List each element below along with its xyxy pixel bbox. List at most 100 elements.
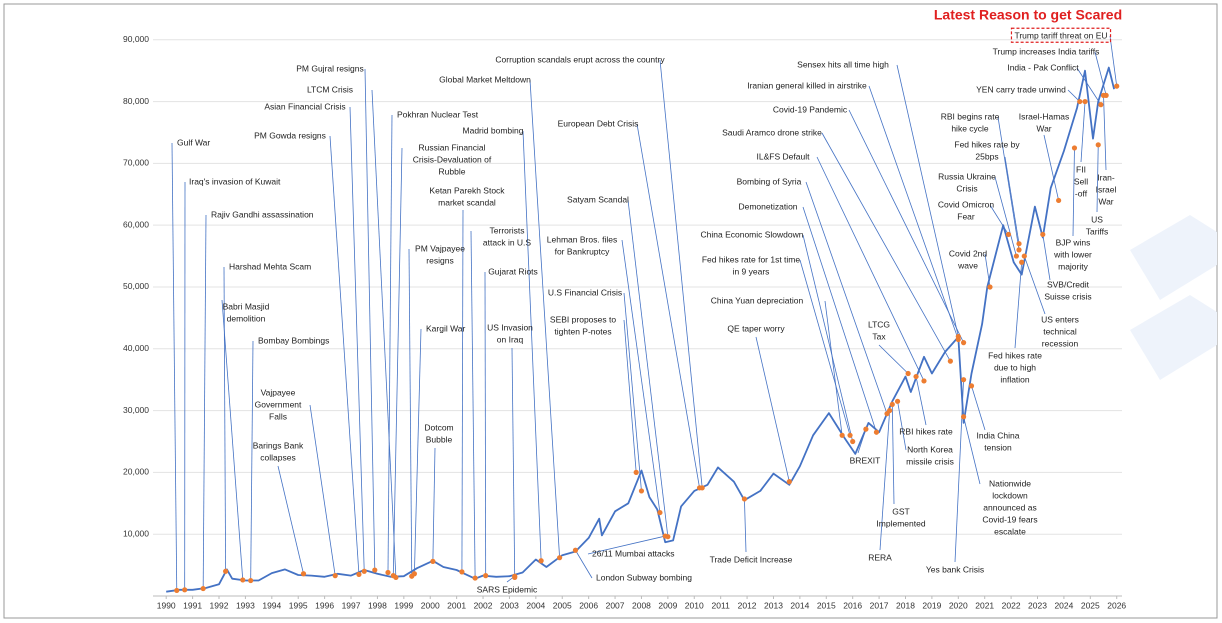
event-marker — [873, 429, 880, 435]
event-label: wave — [957, 260, 978, 270]
leader-line — [799, 259, 851, 436]
event-marker — [1040, 231, 1046, 238]
event-label: announced as — [983, 502, 1036, 512]
event-marker — [741, 496, 748, 502]
event-label: Israel-Hamas — [1019, 111, 1070, 121]
event-label: Satyam Scandal — [567, 194, 629, 204]
event-label: Falls — [269, 411, 287, 421]
event-label: European Debt Crisis — [558, 118, 639, 128]
leader-line — [392, 147, 403, 576]
event-label: India China — [976, 430, 1019, 440]
event-label: Fed hikes rate — [988, 350, 1042, 360]
y-tick-label: 90,000 — [123, 34, 149, 44]
y-tick-label: 30,000 — [123, 405, 149, 415]
leader-line — [1103, 95, 1107, 171]
event-label: Rajiv Gandhi assassination — [211, 209, 314, 219]
leader-line — [816, 156, 925, 382]
event-label: LTCG — [868, 319, 890, 329]
leader-line — [636, 123, 700, 488]
event-label: Covid Omicron — [938, 199, 994, 209]
event-marker — [696, 485, 703, 491]
event-label: Iraq's invasion of Kuwait — [189, 176, 281, 186]
x-tick-label: 2017 — [870, 600, 889, 610]
event-label: Fear — [957, 211, 975, 221]
event-label: Babri Masjid — [223, 301, 270, 311]
event-marker — [1114, 83, 1120, 89]
leader-line — [587, 535, 666, 555]
event-label: YEN carry trade unwind — [976, 84, 1066, 94]
event-label: Corruption scandals erupt across the cou… — [495, 54, 665, 64]
event-label: demolition — [227, 313, 266, 323]
event-label: Fed hikes rate for 1st time — [702, 254, 801, 264]
leader-line — [824, 300, 843, 436]
leader-line — [432, 447, 436, 562]
event-marker — [905, 370, 911, 377]
event-label: Trump tariff threat on EU — [1014, 30, 1107, 40]
event-label: lockdown — [992, 490, 1028, 500]
event-marker — [960, 340, 967, 346]
x-tick-label: 2001 — [447, 600, 466, 610]
event-marker — [557, 555, 563, 561]
event-marker — [1098, 102, 1104, 108]
event-label: Global Market Meltdown — [439, 74, 531, 84]
event-label: recession — [1042, 338, 1079, 348]
frame — [3, 3, 1218, 619]
event-label: Bombay Bombings — [258, 335, 329, 345]
decor — [1130, 215, 1217, 300]
event-label: China Yuan depreciation — [711, 295, 804, 305]
event-label: Trump increases India tariffs — [993, 46, 1100, 56]
event-label: Russia Ukraine — [938, 171, 996, 181]
event-label: US — [1091, 214, 1103, 224]
event-label: Gulf War — [177, 137, 210, 147]
leader-line — [659, 59, 703, 488]
x-tick-label: 2007 — [606, 600, 625, 610]
event-marker — [960, 377, 967, 383]
event-label: tension — [984, 442, 1012, 452]
event-label: Madrid bombing — [463, 125, 524, 135]
event-marker — [1013, 253, 1019, 259]
leader-line — [802, 234, 854, 442]
leader-line — [1043, 134, 1060, 201]
event-label: RBI hikes rate — [899, 426, 953, 436]
event-marker — [300, 571, 307, 577]
event-label: War — [1036, 123, 1051, 133]
event-marker — [987, 284, 993, 290]
x-tick-label: 1996 — [315, 600, 334, 610]
leader-line — [879, 410, 891, 551]
event-marker — [385, 569, 391, 576]
x-tick-label: 2016 — [843, 600, 862, 610]
event-label: GST — [892, 506, 909, 516]
event-marker — [960, 414, 967, 420]
event-label: Nationwide — [989, 478, 1031, 488]
x-tick-label: 1998 — [368, 600, 387, 610]
leader-line — [623, 292, 642, 491]
x-tick-label: 1992 — [210, 600, 229, 610]
event-label: attack in U.S — [483, 237, 532, 247]
event-label: Harshad Mehta Scam — [229, 261, 311, 271]
leader-line — [989, 204, 1009, 235]
event-label: Tariffs — [1086, 226, 1109, 236]
x-tick-label: 1990 — [157, 600, 176, 610]
leader-line — [329, 135, 360, 575]
leader-line — [387, 114, 393, 573]
event-label: Implemented — [876, 518, 925, 528]
event-label: QE taper worry — [727, 323, 785, 333]
event-label: Sell — [1074, 176, 1088, 186]
event-marker — [390, 573, 396, 579]
event-marker — [430, 558, 436, 564]
event-label: Rubble — [439, 166, 466, 176]
leader-line — [1076, 67, 1102, 105]
event-label: BJP wins — [1056, 237, 1091, 247]
leader-line — [1080, 101, 1086, 163]
leader-line — [878, 344, 909, 374]
leader-line — [994, 176, 1017, 257]
event-marker — [1056, 197, 1062, 204]
event-label: Iranian general killed in airstrike — [747, 80, 867, 90]
event-marker — [472, 575, 478, 581]
leader-line — [408, 248, 413, 577]
event-label: Vajpayee — [261, 387, 296, 397]
event-marker — [657, 509, 663, 516]
event-marker — [633, 469, 639, 475]
event-label: Barings Bank — [253, 440, 304, 450]
event-marker — [356, 571, 362, 577]
